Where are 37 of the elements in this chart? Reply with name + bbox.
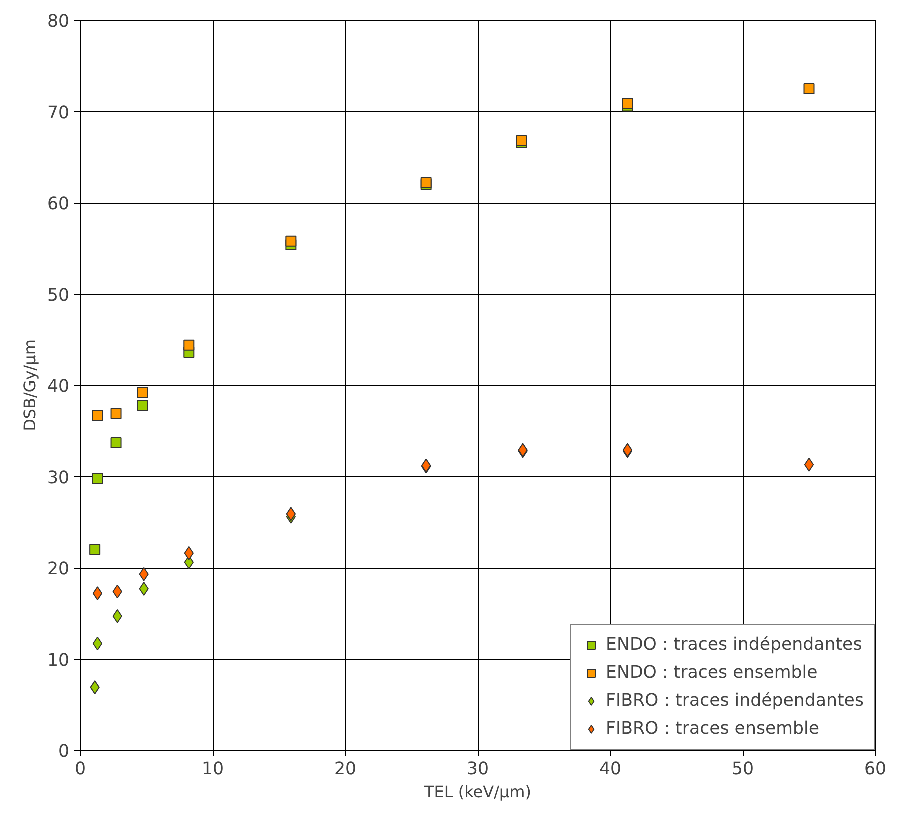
y-tick-label: 50: [47, 286, 70, 306]
point: [622, 98, 634, 110]
y-tick-label: 80: [47, 12, 70, 32]
point: [137, 400, 148, 412]
y-tick-label: 0: [58, 742, 70, 762]
point: [110, 437, 122, 448]
point: [92, 636, 103, 651]
point: [92, 410, 104, 422]
y-tick-label: 70: [47, 103, 70, 124]
x-tick-label: 50: [732, 760, 754, 780]
point: [137, 387, 148, 398]
legend-label: FIBRO : traces ensemble: [606, 719, 820, 739]
x-tick-label: 0: [74, 760, 86, 780]
point: [92, 586, 103, 601]
legend-label: ENDO : traces ensemble: [606, 663, 818, 683]
y-axis-title: DSB/Gy/µm: [20, 340, 40, 432]
point: [90, 544, 101, 556]
x-tick-label: 10: [202, 760, 224, 780]
point: [110, 408, 122, 420]
x-tick-label: 40: [599, 760, 622, 780]
point: [286, 507, 296, 522]
y-tick-label: 60: [47, 194, 70, 214]
y-tick-label: 20: [47, 560, 70, 580]
x-axis-title: TEL (keV/µm): [423, 782, 532, 802]
y-tick-label: 10: [47, 650, 70, 671]
point: [804, 458, 814, 472]
point: [92, 473, 104, 484]
legend-label: FIBRO : traces indépendantes: [606, 691, 864, 711]
legend-label: ENDO : traces indépendantes: [606, 635, 862, 655]
y-tick-label: 30: [47, 468, 70, 488]
point: [804, 83, 815, 94]
point: [286, 236, 297, 247]
y-tick-label: 40: [47, 377, 70, 397]
x-tick-label: 30: [466, 760, 490, 780]
point: [184, 340, 195, 351]
x-tick-label: 60: [864, 760, 887, 780]
x-tick-label: 20: [334, 760, 357, 780]
